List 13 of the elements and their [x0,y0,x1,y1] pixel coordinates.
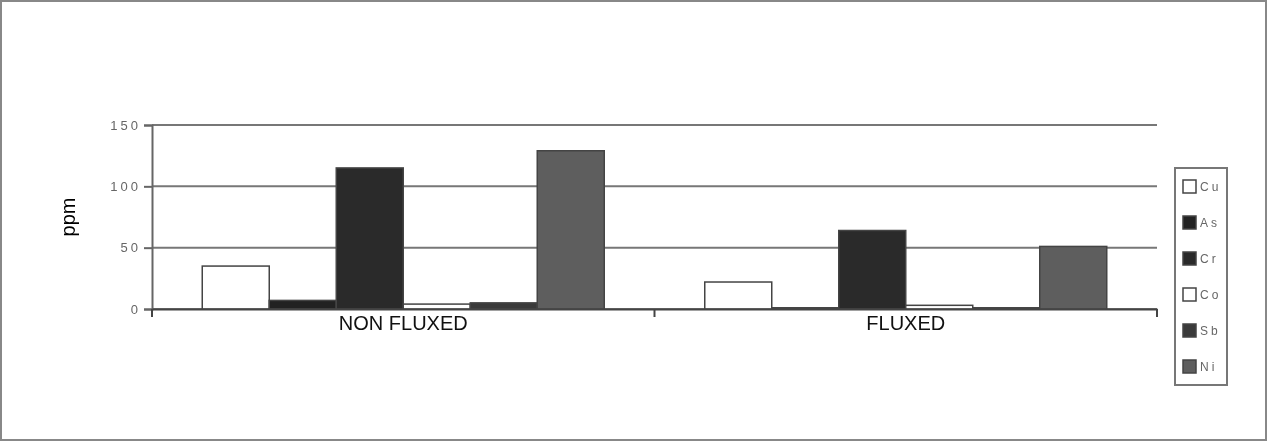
legend-label: Co [1200,288,1222,302]
legend-label: Sb [1200,324,1221,338]
y-tick-label: 0 [130,301,141,317]
y-axis-title: ppm [57,197,79,237]
legend-label: Ni [1200,360,1218,374]
x-tick-label: FLUXED [866,312,946,334]
y-tick-label: 100 [110,178,141,194]
x-tick-label: NON FLUXED [338,312,468,334]
legend-label: Cu [1200,180,1222,194]
legend-label: Cr [1200,252,1219,266]
legend-label: As [1200,216,1221,230]
y-tick-label: 50 [120,240,141,256]
y-tick-label: 150 [110,117,141,133]
